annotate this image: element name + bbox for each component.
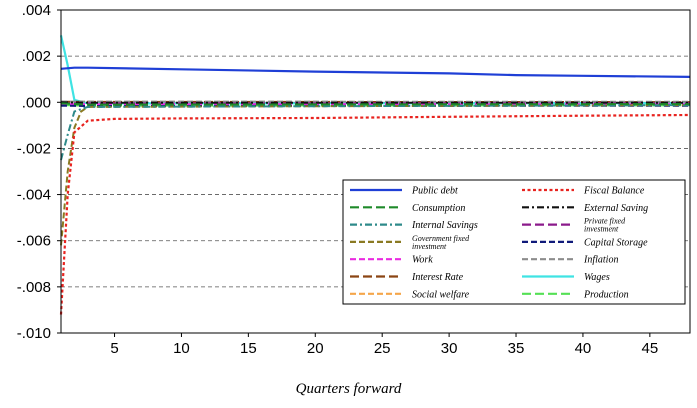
legend-label-government-fixed-investment-cont: investment (412, 242, 447, 251)
y-tick-label: .004 (22, 2, 51, 19)
x-tick-label: 30 (441, 340, 458, 357)
legend-label-fiscal-balance: Fiscal Balance (583, 186, 645, 197)
series-line-consumption (60, 102, 691, 106)
y-tick-label: -.004 (17, 187, 51, 204)
series-line-fiscal-balance (59, 113, 691, 315)
x-tick-label: 5 (110, 340, 118, 357)
y-tick-label: -.008 (17, 279, 51, 296)
y-tick-label: -.002 (17, 140, 51, 157)
series-line-internal-savings (60, 104, 691, 161)
series-line-government-fixed-investment (60, 104, 691, 246)
x-tick-label: 10 (173, 340, 190, 357)
plot-frame (60, 9, 691, 334)
x-tick-label: 25 (374, 340, 391, 357)
series-line-public-debt (60, 66, 691, 78)
legend-label-interest-rate: Interest Rate (411, 272, 464, 283)
x-tick-label: 15 (240, 340, 257, 357)
legend-label-production: Production (583, 289, 629, 300)
legend-label-capital-storage: Capital Storage (584, 237, 648, 248)
legend-label-external-saving: External Saving (583, 203, 648, 214)
legend-label-wages: Wages (584, 272, 610, 283)
x-tick-label: 45 (642, 340, 659, 357)
legend-label-social-welfare: Social welfare (412, 289, 470, 300)
y-tick-label: .000 (22, 94, 51, 111)
legend: Public debt Fiscal Balance Consumption Exte… (342, 179, 686, 305)
legend-label-government-fixed-investment: Government fixed (412, 234, 470, 243)
legend-label-inflation: Inflation (583, 255, 618, 266)
x-tick-label: 35 (508, 340, 525, 357)
y-tick-label: -.006 (17, 233, 51, 250)
legend-label-private-fixed-investment-cont: investment (584, 225, 619, 234)
legend-label-work: Work (412, 255, 433, 266)
y-tick-label: -.010 (17, 325, 51, 342)
legend-label-public-debt: Public debt (411, 186, 458, 197)
y-tick-label: .002 (22, 48, 51, 65)
x-tick-label: 40 (575, 340, 592, 357)
x-axis: 5 10 15 20 25 30 35 40 45 (110, 333, 658, 357)
legend-label-private-fixed-investment: Private fixed (583, 217, 626, 226)
series-layer (59, 35, 691, 315)
x-tick-label: 20 (307, 340, 324, 357)
legend-label-consumption: Consumption (412, 203, 465, 214)
y-axis: .004 .002 .000 -.002 -.004 -.006 -.008 -.010 (17, 2, 61, 342)
x-axis-label: Quarters forward (295, 381, 402, 397)
series-line-production (60, 104, 691, 107)
legend-label-internal-savings: Internal Savings (411, 220, 478, 231)
